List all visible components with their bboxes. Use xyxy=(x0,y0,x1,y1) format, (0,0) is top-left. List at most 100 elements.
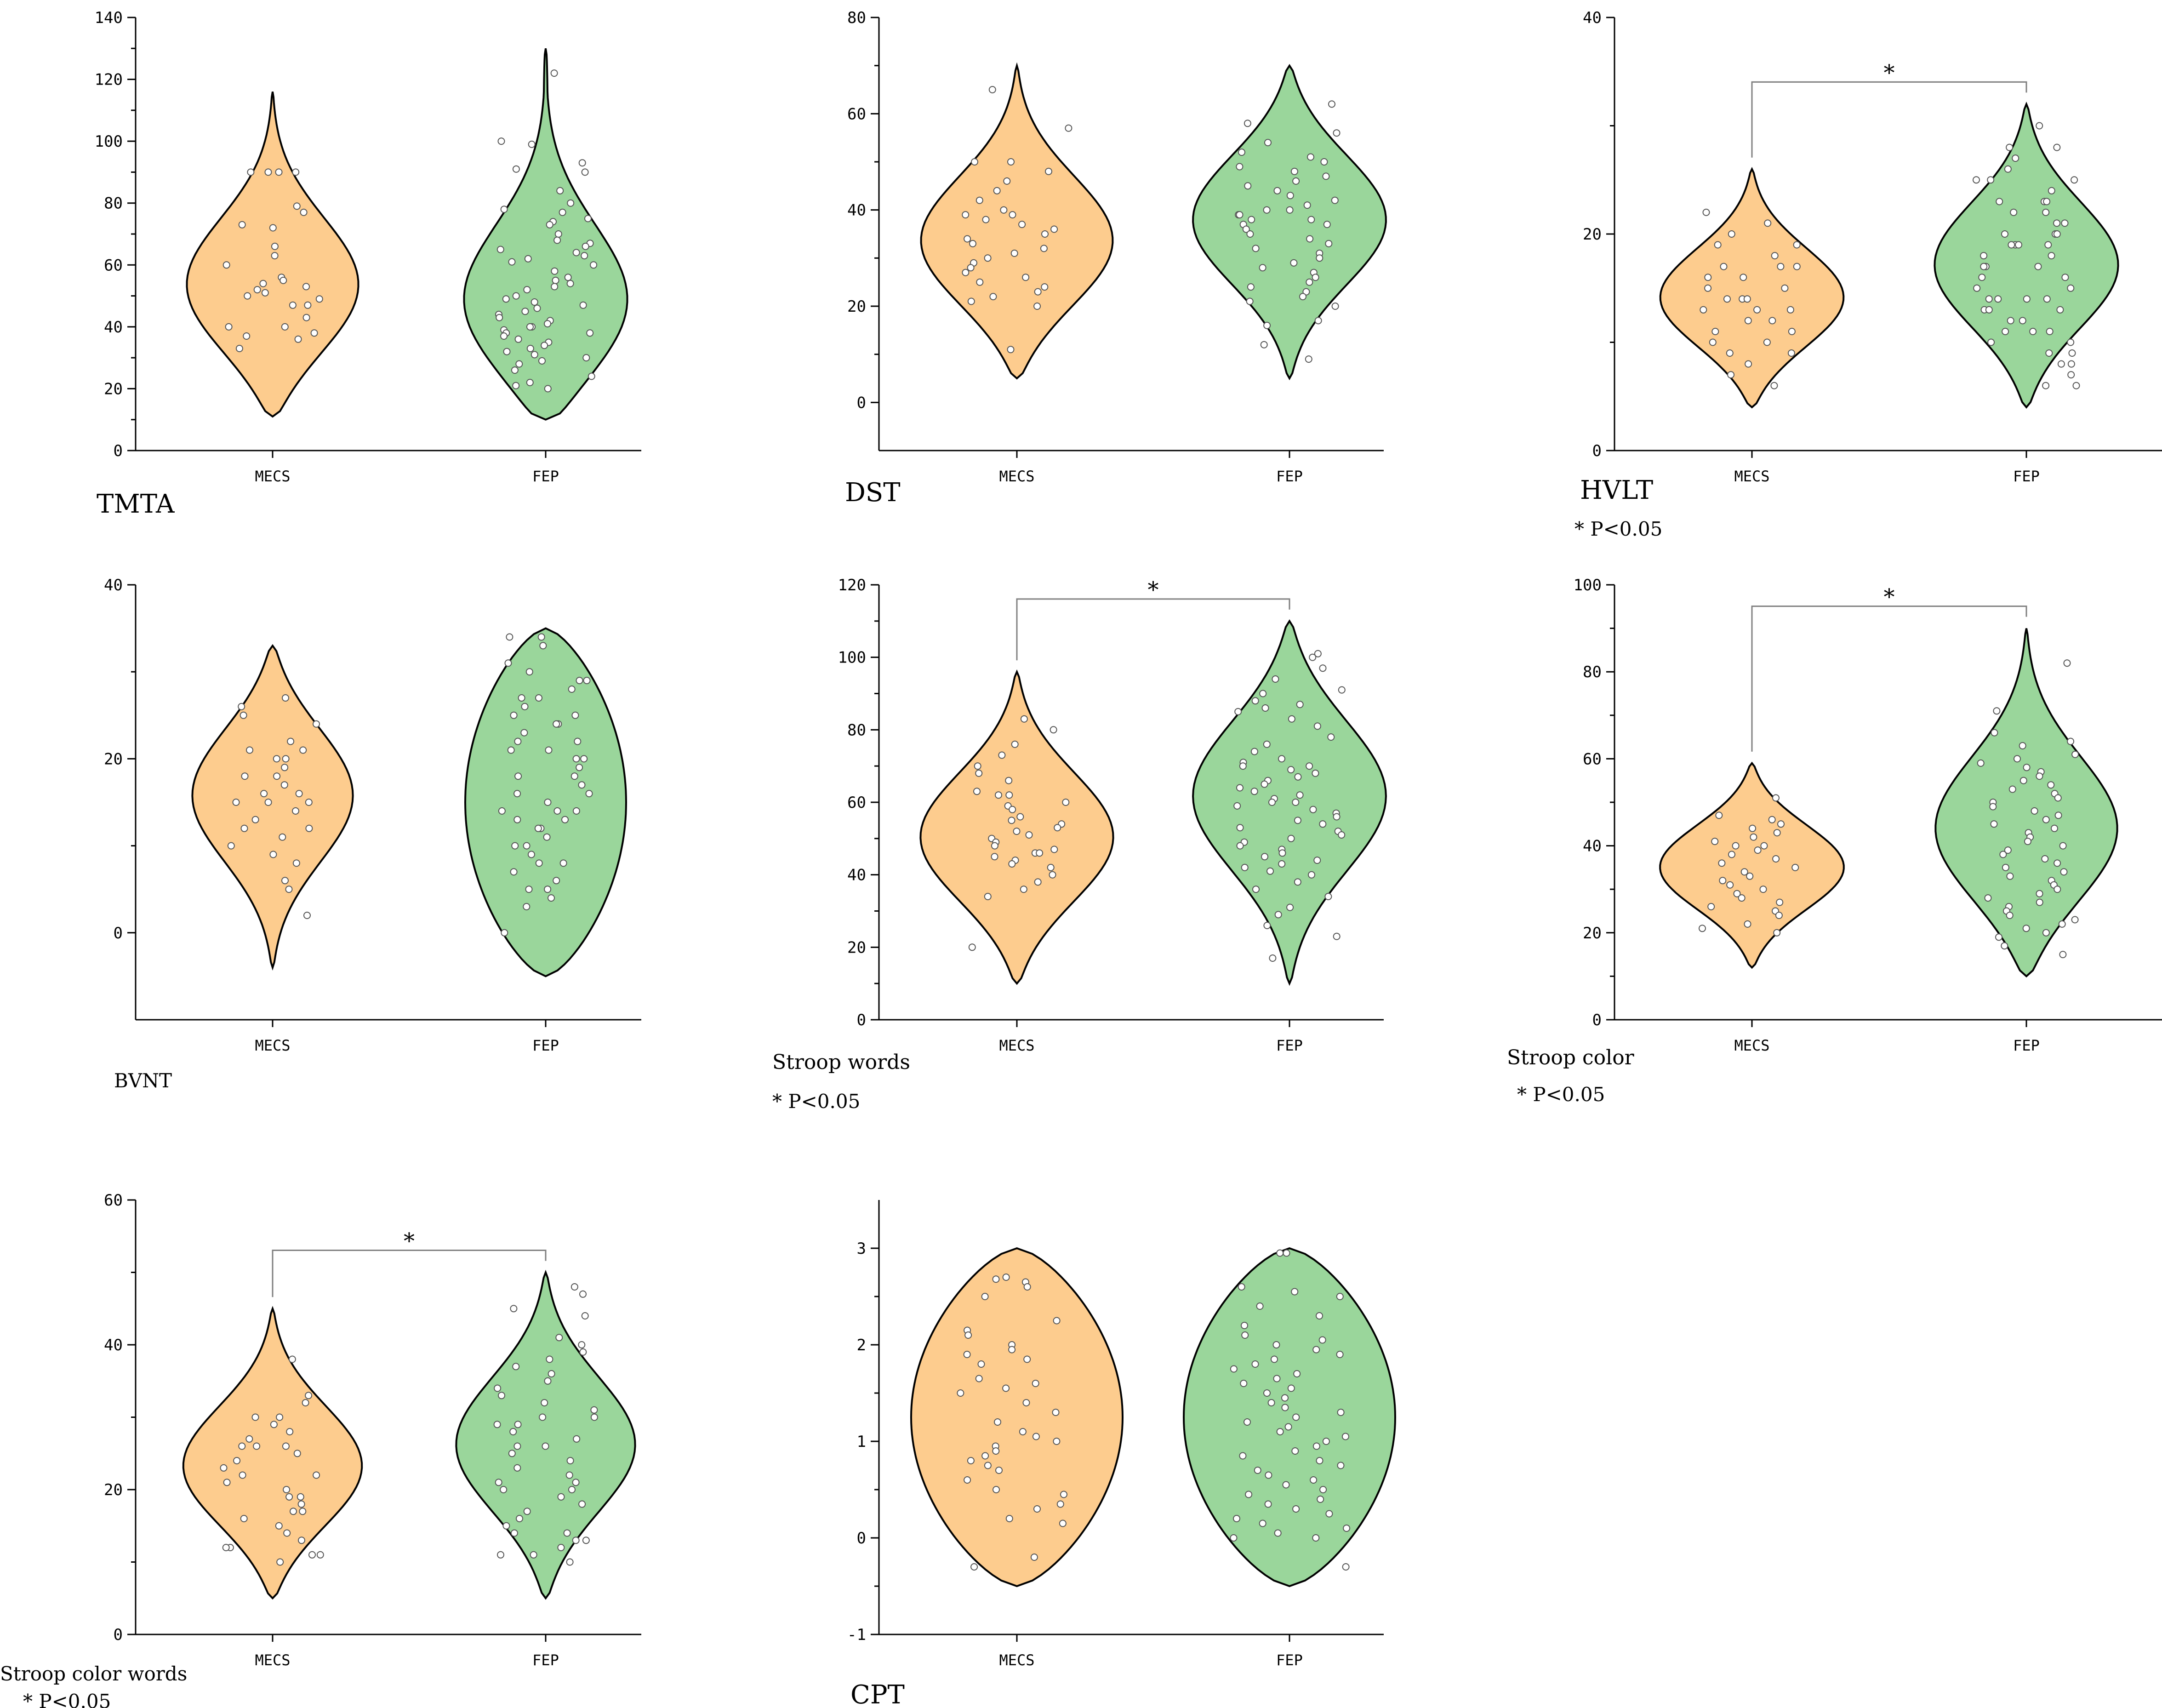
data-point xyxy=(2054,885,2061,893)
significance-bracket xyxy=(1016,598,1290,661)
data-point xyxy=(1973,284,1981,292)
data-point xyxy=(1977,759,1985,767)
data-point xyxy=(572,249,580,257)
data-point xyxy=(1299,293,1306,301)
data-point xyxy=(555,1334,563,1342)
data-point xyxy=(1312,1442,1320,1450)
data-point xyxy=(1288,715,1295,723)
data-point xyxy=(1230,1534,1238,1542)
data-point xyxy=(2053,143,2061,151)
data-point xyxy=(1005,777,1013,784)
data-point xyxy=(1284,1423,1292,1431)
data-point xyxy=(1252,885,1260,893)
data-point xyxy=(1307,216,1315,223)
data-point xyxy=(1990,820,1998,828)
data-point xyxy=(963,1351,971,1358)
data-point xyxy=(989,293,997,301)
x-tick-label: FEP xyxy=(532,468,559,485)
data-point xyxy=(1319,1486,1327,1493)
data-point xyxy=(1240,1380,1248,1387)
data-point xyxy=(968,943,976,951)
data-point xyxy=(556,187,564,194)
data-point xyxy=(578,1500,586,1508)
data-point xyxy=(223,1479,231,1486)
data-point xyxy=(1337,1409,1345,1416)
data-point xyxy=(994,1418,1001,1426)
data-point xyxy=(2053,230,2061,238)
data-point xyxy=(1009,805,1016,813)
violin-fep xyxy=(1934,102,2119,409)
data-point xyxy=(1247,283,1255,291)
data-point xyxy=(238,221,246,228)
data-point xyxy=(964,1476,971,1484)
data-point xyxy=(251,1413,259,1421)
data-point xyxy=(1733,890,1741,897)
data-point xyxy=(975,1375,983,1382)
data-point xyxy=(2029,328,2037,335)
data-point xyxy=(1034,288,1042,296)
data-point xyxy=(1987,176,1995,184)
data-point xyxy=(988,86,996,93)
data-point xyxy=(496,246,504,253)
data-point xyxy=(975,769,983,777)
data-point xyxy=(1744,317,1752,325)
data-point xyxy=(585,790,593,798)
data-point xyxy=(502,1522,510,1530)
data-point xyxy=(571,711,579,719)
data-point xyxy=(1259,690,1267,697)
data-point xyxy=(2043,198,2051,206)
data-point xyxy=(2008,241,2015,249)
x-tick-label: FEP xyxy=(1276,468,1303,485)
data-point xyxy=(2022,925,2030,932)
data-point xyxy=(1991,729,1998,737)
data-point xyxy=(967,264,975,272)
data-point xyxy=(240,824,248,832)
data-point xyxy=(565,1471,573,1479)
data-point xyxy=(1007,346,1015,354)
data-point xyxy=(1236,163,1244,171)
data-point xyxy=(241,772,249,780)
data-point xyxy=(240,1515,248,1522)
y-tick-label: 20 xyxy=(104,750,123,768)
data-point xyxy=(1700,306,1707,314)
x-tick-label: MECS xyxy=(1734,468,1769,485)
data-point xyxy=(534,824,542,832)
data-point xyxy=(970,1563,978,1571)
data-point xyxy=(1269,954,1277,962)
data-point xyxy=(1336,1293,1344,1300)
data-point xyxy=(253,1442,261,1450)
significance-bracket xyxy=(1751,606,2027,752)
data-point xyxy=(1261,704,1269,712)
data-point xyxy=(1002,1384,1010,1392)
data-point xyxy=(1294,878,1301,886)
violin-mecs xyxy=(191,644,354,971)
data-point xyxy=(1984,894,1992,902)
violin-fep xyxy=(1192,63,1387,381)
panel-title: HVLT xyxy=(1580,475,1653,505)
data-point xyxy=(1264,139,1272,147)
data-point xyxy=(1338,686,1346,694)
data-point xyxy=(1263,206,1271,214)
significance-bracket xyxy=(1751,81,2027,158)
data-point xyxy=(2006,143,2014,151)
data-point xyxy=(567,199,575,207)
data-point xyxy=(1263,922,1271,929)
data-point xyxy=(497,1551,504,1559)
data-point xyxy=(526,379,534,386)
data-point xyxy=(496,314,503,321)
data-point xyxy=(1294,817,1301,824)
data-point xyxy=(1246,297,1254,305)
data-point xyxy=(1281,1394,1289,1402)
data-point xyxy=(514,335,522,343)
data-point xyxy=(1306,278,1313,286)
data-point xyxy=(984,254,992,262)
data-point xyxy=(1341,1433,1349,1440)
data-point xyxy=(1775,912,1783,919)
y-tick-label: 40 xyxy=(104,318,123,337)
y-tick-label: 120 xyxy=(838,576,866,594)
x-tick-label: FEP xyxy=(1276,1037,1303,1054)
data-point xyxy=(995,1467,1003,1474)
x-tick-label: FEP xyxy=(2013,1037,2040,1054)
data-point xyxy=(588,372,595,380)
